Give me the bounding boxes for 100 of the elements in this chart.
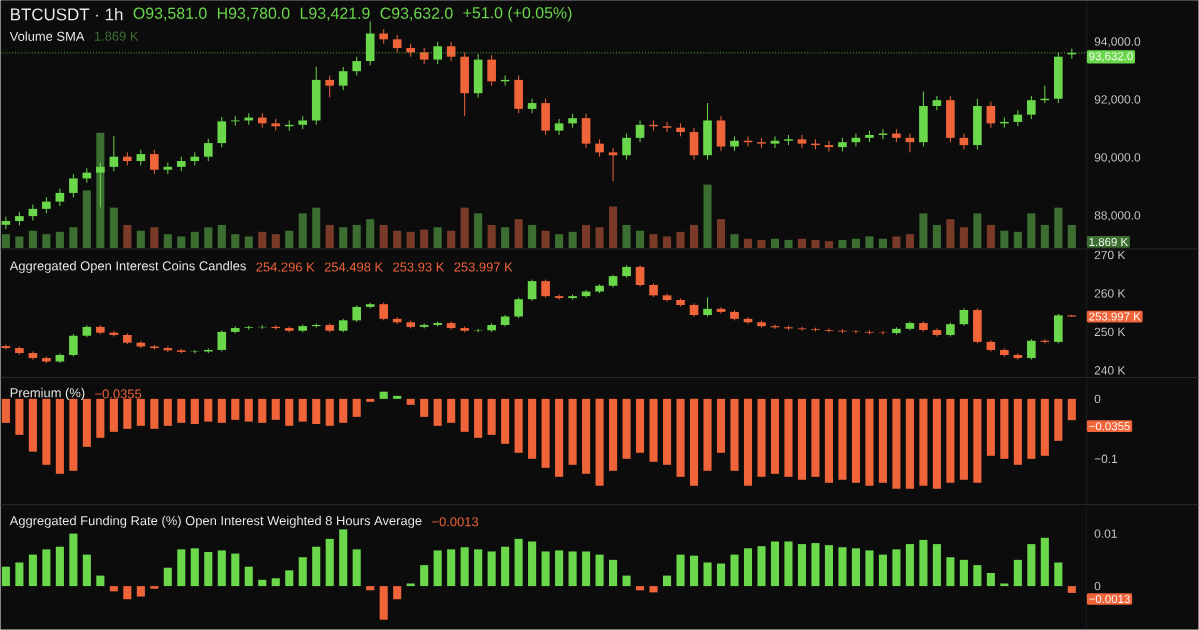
bar	[1000, 230, 1009, 249]
bar	[217, 225, 226, 249]
bar	[784, 239, 793, 249]
candlestick	[230, 115, 240, 127]
bar	[42, 234, 51, 249]
bar	[285, 230, 294, 249]
bar	[663, 575, 672, 587]
bar	[447, 230, 456, 249]
bar	[743, 398, 753, 486]
bar	[757, 546, 766, 587]
candlestick	[217, 116, 227, 148]
bar	[689, 225, 699, 249]
bar	[784, 541, 793, 587]
bar	[973, 213, 982, 249]
annotation: −0.0355	[95, 389, 142, 399]
bar	[582, 225, 591, 249]
y-tick-label: 260 K	[1094, 289, 1126, 298]
bar	[636, 398, 645, 453]
bar	[811, 398, 820, 477]
annotation: −0.0013	[432, 517, 479, 527]
bar	[528, 541, 537, 587]
bar	[609, 206, 618, 249]
bar	[163, 234, 172, 249]
candlestick	[338, 66, 348, 91]
bar	[55, 398, 64, 474]
y-tick-label: 250 K	[1094, 327, 1126, 337]
bar	[676, 398, 685, 477]
bar	[770, 238, 780, 249]
bar	[339, 398, 348, 423]
candlestick	[770, 135, 780, 149]
bar	[865, 550, 874, 587]
bar	[55, 546, 64, 587]
candlestick	[311, 323, 321, 329]
bar	[932, 398, 941, 489]
bar	[96, 398, 105, 438]
bar	[1040, 398, 1049, 456]
bar	[663, 236, 672, 249]
candlestick	[554, 118, 564, 136]
bar	[96, 132, 105, 249]
bar	[528, 225, 537, 249]
bar	[1040, 225, 1049, 249]
bar	[892, 398, 901, 489]
bar	[501, 546, 510, 587]
candlestick	[1027, 338, 1036, 361]
bar	[190, 231, 199, 249]
bar	[379, 586, 388, 620]
annotation: C93,632.0	[380, 7, 453, 21]
bar	[460, 398, 469, 432]
bar	[649, 234, 658, 249]
candlestick	[109, 135, 119, 172]
bar	[838, 398, 847, 480]
bar	[163, 398, 172, 426]
bar	[433, 227, 442, 249]
y-tick-label: 92,000.0	[1094, 95, 1141, 106]
bar	[932, 225, 941, 249]
bar	[1027, 544, 1036, 587]
bar	[271, 398, 280, 420]
candlestick	[622, 133, 631, 161]
candlestick	[1027, 95, 1036, 120]
bar	[406, 231, 415, 249]
candlestick	[797, 134, 807, 149]
bar	[986, 573, 995, 587]
candlestick	[703, 296, 712, 318]
candlestick	[446, 41, 456, 62]
bar	[703, 398, 712, 471]
candlestick	[69, 173, 78, 198]
text: −0.0355	[1089, 422, 1130, 431]
bar	[69, 533, 78, 587]
bar	[204, 398, 213, 422]
bar	[730, 554, 739, 587]
bar	[487, 225, 496, 249]
bar	[1040, 537, 1049, 587]
bar	[217, 398, 226, 423]
bar	[366, 398, 375, 402]
bar	[973, 398, 982, 483]
bar	[1027, 398, 1036, 459]
chart-title: BTCUSDT · 1h	[11, 8, 123, 21]
candlestick	[352, 56, 362, 77]
bar	[689, 398, 699, 486]
bar	[1054, 207, 1063, 249]
bar	[82, 398, 91, 447]
bar	[609, 398, 618, 471]
candlestick	[69, 333, 78, 358]
bar	[96, 575, 105, 587]
bar	[757, 239, 766, 249]
bar	[919, 213, 928, 249]
candlestick	[203, 138, 213, 162]
bar	[905, 544, 914, 587]
y-tick-label: 270 K	[1094, 250, 1126, 260]
bar	[474, 213, 483, 249]
bar	[838, 239, 847, 249]
annotation: +51.0 (+0.05%)	[463, 6, 572, 22]
bar	[838, 547, 847, 587]
annotation: O93,581.0	[133, 7, 207, 21]
bar	[312, 207, 321, 249]
bar	[892, 549, 901, 587]
bar	[312, 546, 321, 587]
bar	[555, 550, 564, 587]
bar	[244, 398, 253, 422]
bar	[136, 230, 145, 249]
